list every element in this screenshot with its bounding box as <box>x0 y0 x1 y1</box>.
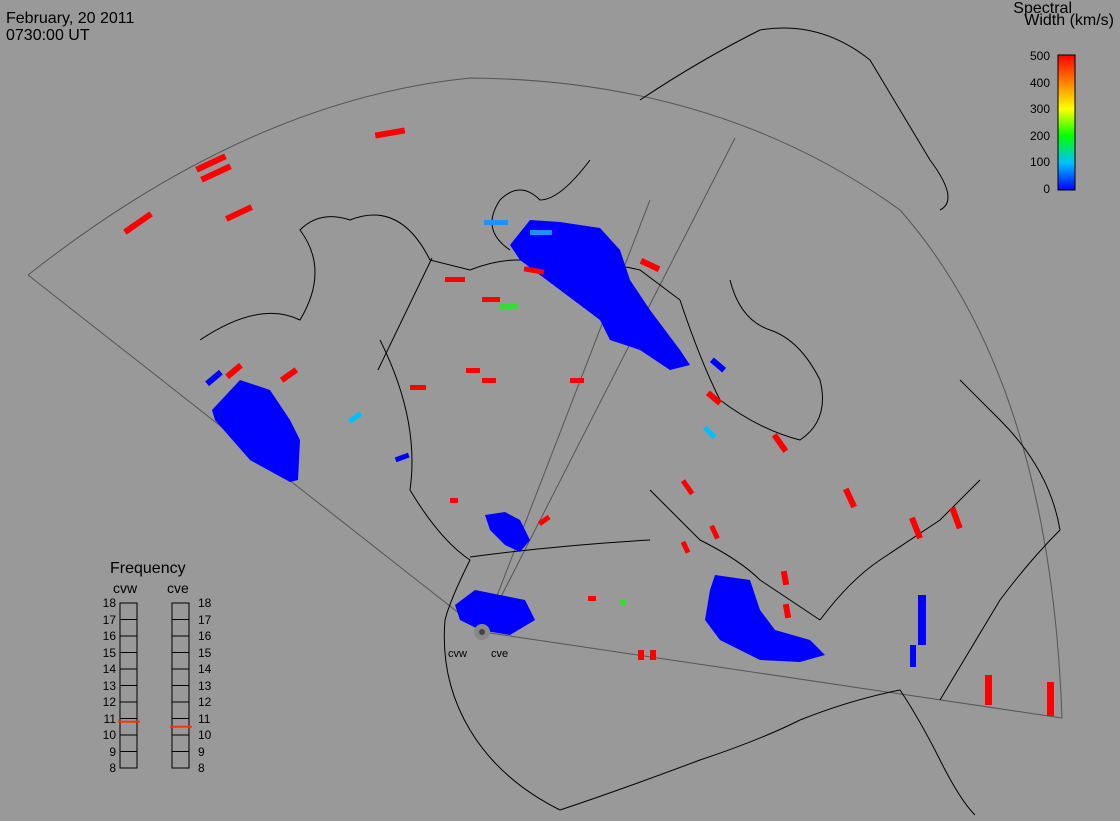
fov-boundary-1 <box>482 137 736 633</box>
frequency-tick-right: 18 <box>198 596 212 610</box>
frequency-tick-right: 12 <box>198 695 212 709</box>
frequency-tick-left: 13 <box>102 678 116 693</box>
frequency-tick-right: 11 <box>198 711 211 726</box>
colorbar-tick: 100 <box>1029 155 1050 170</box>
frequency-tick-right: 9 <box>198 744 205 759</box>
frequency-tick-right: 8 <box>198 761 205 775</box>
fov-outer-arc <box>27 77 1063 719</box>
colorbar-tick: 300 <box>1029 102 1050 117</box>
scatter-east <box>910 595 926 667</box>
site-label-cvw: cvw <box>448 648 467 660</box>
scatter-near-radar <box>455 590 535 635</box>
scatter-red <box>123 127 1054 716</box>
radar-site-marker <box>474 624 490 640</box>
frequency-tick-left: 18 <box>102 596 116 610</box>
colorbar-tick: 0 <box>1043 182 1050 196</box>
frequency-tick-left: 8 <box>109 761 116 775</box>
time-label: 0730:00 UT <box>6 27 90 44</box>
frequency-tick-left: 11 <box>103 711 116 726</box>
scatter-great-lakes <box>705 575 825 662</box>
frequency-tick-right: 13 <box>198 678 212 693</box>
frequency-tick-right: 16 <box>198 629 212 643</box>
scatter-mid <box>205 220 727 605</box>
frequency-title: Frequency <box>110 560 186 577</box>
frequency-tick-right: 17 <box>198 612 212 627</box>
frequency-tick-right: 15 <box>198 645 212 660</box>
scatter-arctic <box>510 220 690 370</box>
frequency-tick-left: 9 <box>109 744 116 759</box>
frequency-bars <box>118 602 192 769</box>
scatter-bc <box>485 512 530 552</box>
frequency-tick-left: 17 <box>102 612 116 627</box>
colorbar-title-line1: Spectral <box>1013 0 1072 17</box>
colorbar-tick: 500 <box>1029 49 1050 63</box>
cve-label: cve <box>167 580 189 596</box>
frequency-tick-right: 14 <box>198 662 212 676</box>
colorbar-tick: 200 <box>1029 128 1050 143</box>
scatter-alaska <box>212 380 300 482</box>
colorbar-title-line2: Width (km/s) <box>1024 12 1114 29</box>
date-label: February, 20 2011 <box>6 10 135 27</box>
cvw-label: cvw <box>113 580 138 596</box>
colorbar-tick: 400 <box>1029 75 1050 90</box>
frequency-tick-left: 16 <box>102 629 116 643</box>
coastlines <box>199 27 1061 816</box>
colorbar <box>1057 54 1076 191</box>
radar-fov <box>27 77 1063 719</box>
fov-east-edge <box>482 631 1063 719</box>
backscatter <box>123 127 1054 716</box>
frequency-tick-left: 14 <box>102 662 116 676</box>
frequency-tick-right: 10 <box>198 728 212 742</box>
political-boundaries <box>377 257 651 558</box>
frequency-tick-left: 12 <box>102 695 116 709</box>
frequency-tick-left: 15 <box>102 645 116 660</box>
site-label-cve: cve <box>491 648 509 660</box>
frequency-tick-left: 10 <box>102 728 116 742</box>
